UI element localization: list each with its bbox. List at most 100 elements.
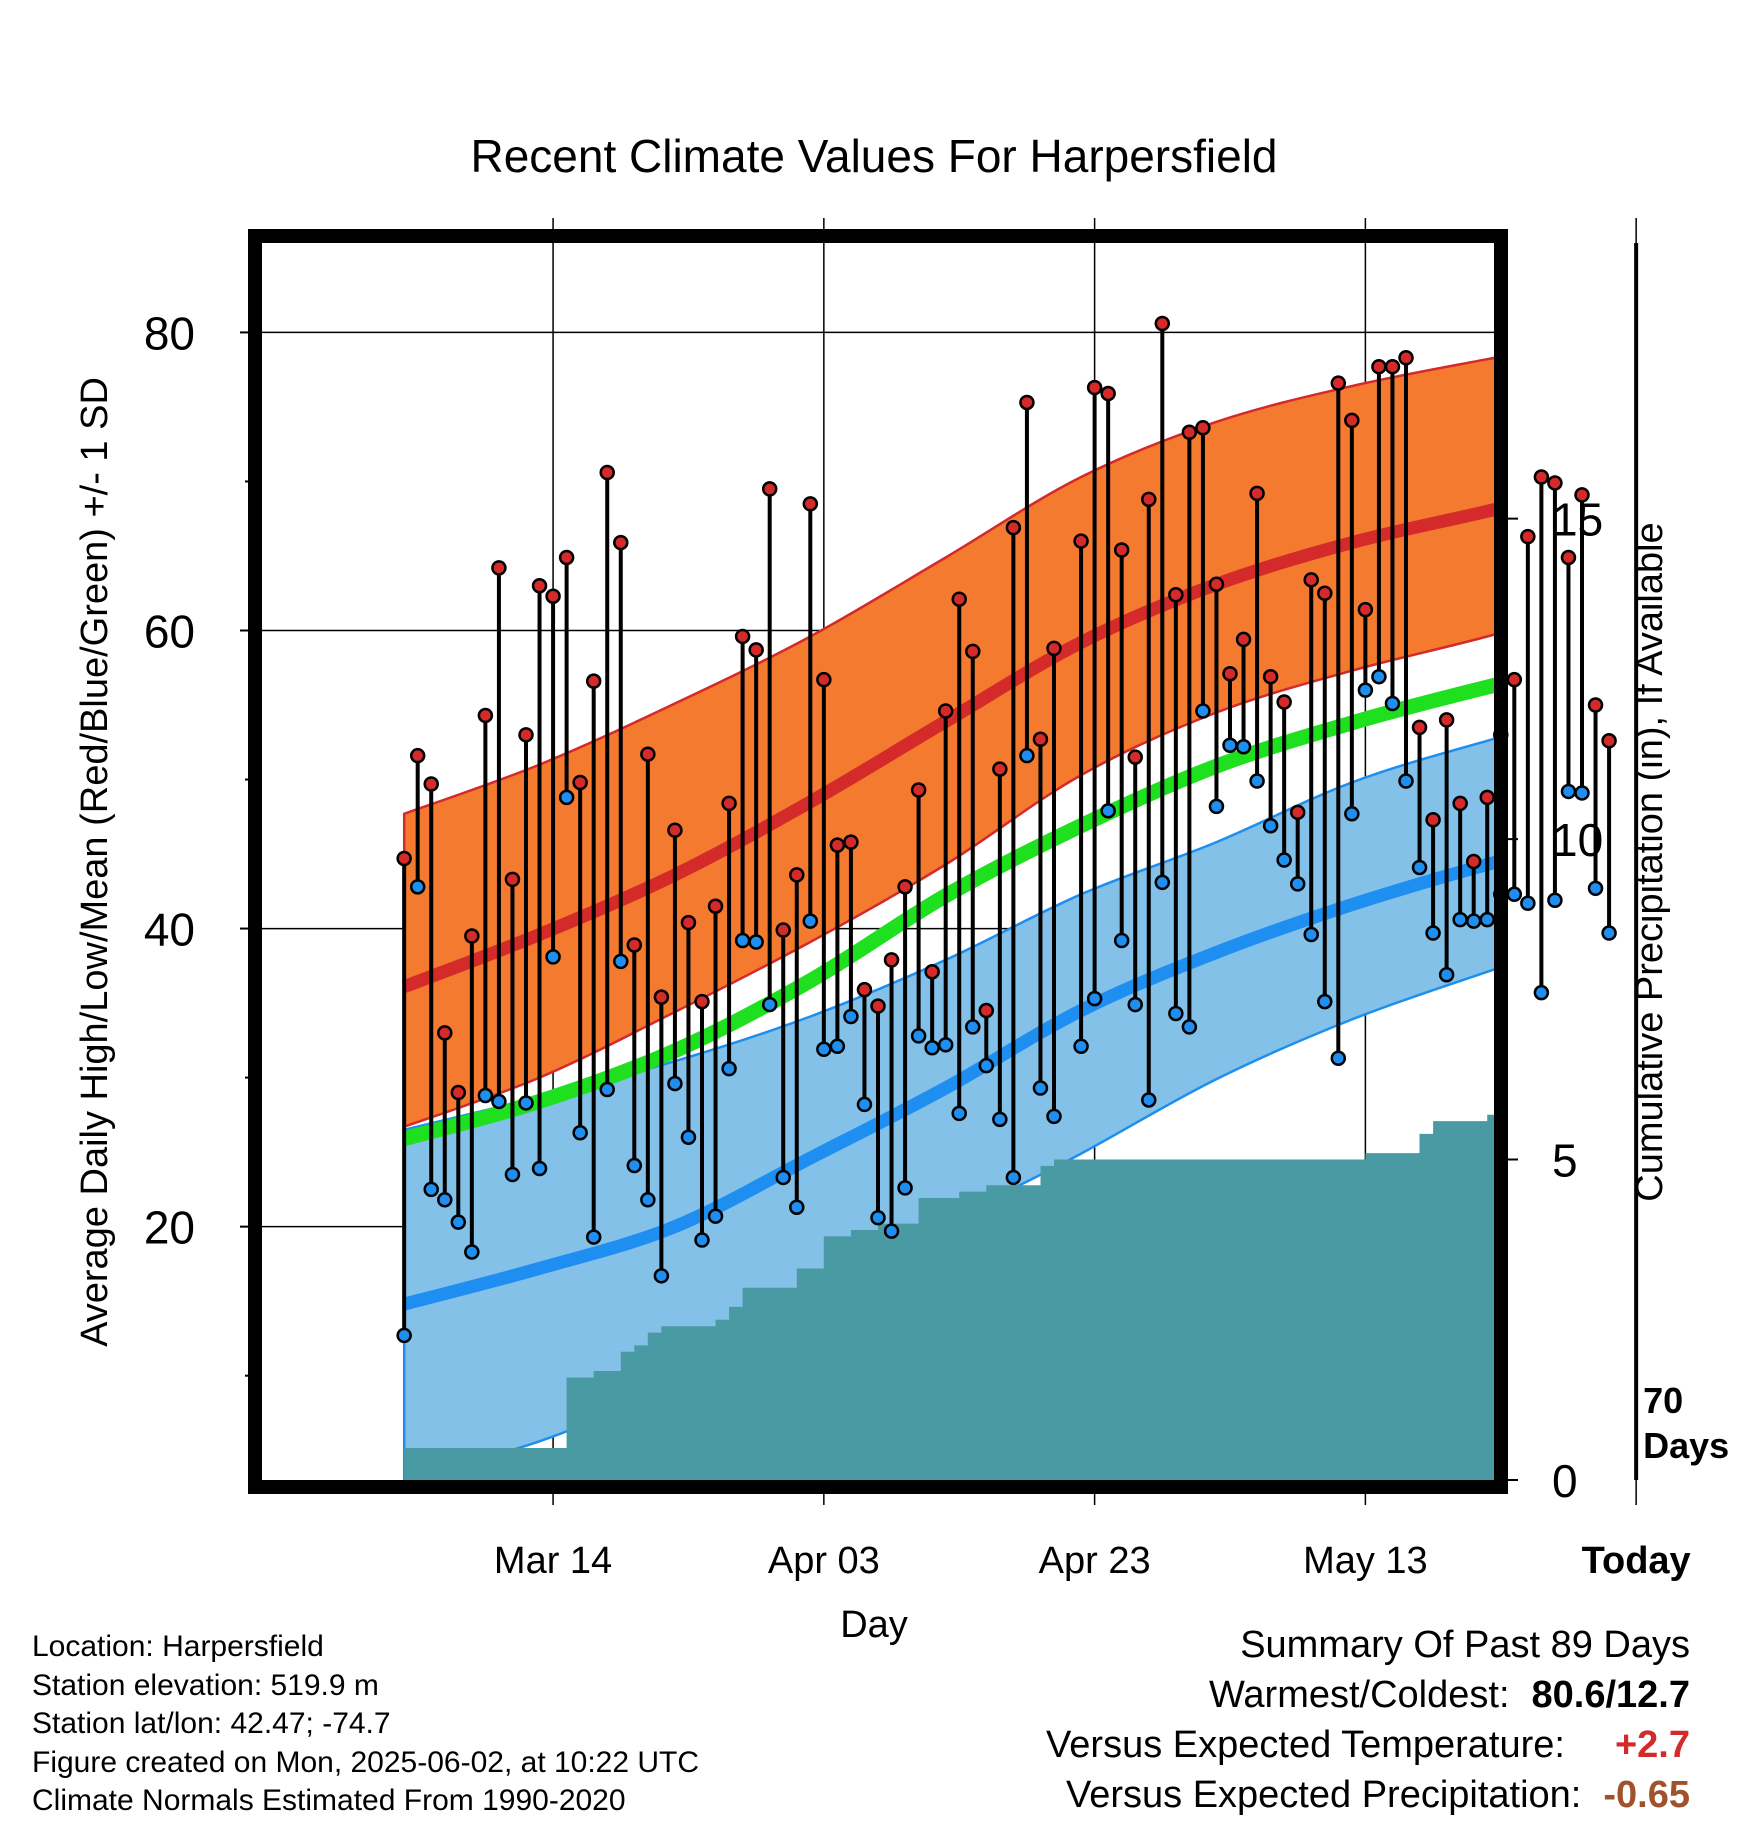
daily-low-point bbox=[1601, 925, 1617, 941]
x-tick-label-today: Today bbox=[1582, 1540, 1691, 1582]
y2-tick-label-15: 15 bbox=[1552, 494, 1603, 546]
warmest-coldest-value: 80.6/12.7 bbox=[1531, 1674, 1690, 1716]
daily-high-point bbox=[1384, 358, 1401, 375]
daily-high-point bbox=[464, 928, 480, 944]
precip-area bbox=[404, 1114, 1494, 1480]
daily-high-point bbox=[694, 993, 710, 1010]
daily-high-point bbox=[1262, 668, 1279, 685]
daily-high-point bbox=[1127, 749, 1143, 765]
daily-high-point bbox=[450, 1084, 467, 1101]
daily-low-point bbox=[1141, 1092, 1157, 1108]
daily-low-point bbox=[585, 1229, 602, 1245]
daily-low-point bbox=[599, 1081, 615, 1098]
x-tick-label-mar-14: Mar 14 bbox=[494, 1540, 612, 1582]
daily-high-point bbox=[1100, 385, 1116, 402]
daily-high-point bbox=[396, 850, 412, 867]
daily-low-point bbox=[965, 1019, 981, 1035]
daily-high-point bbox=[1046, 640, 1062, 657]
daily-low-point bbox=[1086, 990, 1103, 1007]
daily-high-point bbox=[1181, 424, 1198, 441]
daily-high-point bbox=[667, 822, 683, 838]
daily-high-point bbox=[640, 746, 656, 762]
high-normal-line bbox=[401, 503, 1494, 993]
x-tick-label-apr-23: Apr 23 bbox=[1039, 1540, 1151, 1582]
daily-low-point bbox=[1005, 1169, 1022, 1186]
location-text: Location: Harpersfield bbox=[32, 1630, 324, 1663]
daily-high-point bbox=[1086, 379, 1103, 396]
daily-low-point bbox=[545, 949, 561, 965]
daily-low-point bbox=[1154, 874, 1171, 891]
daily-high-point bbox=[1141, 491, 1157, 508]
daily-high-point bbox=[1560, 549, 1577, 566]
daily-low-point bbox=[761, 996, 778, 1013]
daily-high-point bbox=[1168, 586, 1184, 603]
daily-low-point bbox=[1330, 1050, 1347, 1066]
daily-low-point bbox=[694, 1232, 710, 1248]
daily-high-point bbox=[680, 914, 697, 931]
daily-low-point bbox=[707, 1208, 724, 1224]
daily-low-point bbox=[1303, 926, 1319, 943]
daily-high-point bbox=[775, 922, 791, 938]
daily-low-point bbox=[1506, 886, 1523, 903]
daily-low-point bbox=[856, 1096, 873, 1113]
daily-low-point bbox=[1425, 925, 1441, 941]
daily-high-point bbox=[1195, 420, 1211, 436]
daily-high-point bbox=[423, 776, 439, 792]
y-tick-label-60: 60 bbox=[144, 605, 195, 657]
daily-low-point bbox=[491, 1093, 507, 1110]
y2-tick-label-0: 0 bbox=[1552, 1455, 1578, 1507]
daily-high-point bbox=[1465, 853, 1482, 870]
daily-low-point bbox=[829, 1038, 846, 1055]
daily-high-point bbox=[585, 673, 602, 689]
daily-high-point bbox=[653, 989, 670, 1005]
daily-low-point bbox=[897, 1180, 913, 1196]
normals-text: Climate Normals Estimated From 1990-2020 bbox=[32, 1784, 626, 1817]
daily-high-point bbox=[545, 588, 561, 604]
daily-low-point bbox=[1479, 911, 1495, 928]
axes: 20 40 60 80 0 5 10 15 Mar 14 Apr 03 Apr 23 May 13 To… bbox=[144, 307, 1691, 1582]
daily-high-point bbox=[802, 496, 819, 512]
summary-panel: Summary Of Past 89 Days Warmest/Coldest:… bbox=[1046, 1620, 1690, 1820]
daily-high-point bbox=[599, 464, 615, 481]
daily-low-point bbox=[1574, 785, 1590, 801]
daily-high-point bbox=[1398, 350, 1414, 366]
daily-high-point bbox=[748, 642, 764, 658]
daily-high-point bbox=[437, 1025, 453, 1041]
temp-departure-row: Versus Expected Temperature: +2.7 bbox=[1046, 1720, 1690, 1770]
daily-high-point bbox=[1344, 412, 1360, 429]
today-label-line: Days bbox=[1643, 1425, 1729, 1466]
elevation-text: Station elevation: 519.9 m bbox=[32, 1668, 379, 1702]
daily-high-point bbox=[870, 998, 886, 1014]
daily-low-point bbox=[1317, 993, 1333, 1010]
chart-title: Recent Climate Values For Harpersfield bbox=[470, 130, 1277, 182]
daily-low-point bbox=[1100, 803, 1116, 819]
daily-low-point bbox=[1168, 1005, 1184, 1022]
daily-low-point bbox=[1384, 695, 1401, 712]
daily-high-point bbox=[409, 747, 426, 764]
daily-high-point bbox=[937, 703, 954, 719]
daily-low-point bbox=[1560, 783, 1577, 800]
y-tick-label-20: 20 bbox=[144, 1202, 195, 1254]
daily-low-point bbox=[775, 1169, 791, 1186]
warmest-coldest-row: Warmest/Coldest: 80.6/12.7 bbox=[1046, 1670, 1690, 1720]
daily-low-point bbox=[572, 1124, 588, 1141]
daily-low-point bbox=[1276, 852, 1292, 868]
today-label-line: 70 bbox=[1643, 1380, 1683, 1421]
daily-low-point bbox=[721, 1060, 737, 1077]
daily-low-point bbox=[1344, 806, 1360, 822]
daily-low-point bbox=[1262, 817, 1279, 834]
daily-high-point bbox=[924, 964, 940, 980]
daily-high-point bbox=[1411, 719, 1428, 736]
daily-low-point bbox=[1249, 773, 1265, 789]
precip-layer bbox=[404, 1114, 1494, 1480]
daily-low-point bbox=[816, 1041, 832, 1058]
daily-high-point bbox=[1425, 812, 1441, 828]
daily-high-point bbox=[504, 871, 521, 888]
daily-low-point bbox=[477, 1087, 494, 1104]
created-text: Figure created on Mon, 2025-06-02, at 10… bbox=[32, 1745, 700, 1779]
daily-low-point bbox=[1127, 996, 1143, 1013]
precip-departure-value: -0.65 bbox=[1603, 1774, 1690, 1816]
y2-tick-label-10: 10 bbox=[1552, 814, 1603, 866]
daily-high-point bbox=[477, 707, 494, 724]
daily-high-point bbox=[1371, 358, 1387, 375]
